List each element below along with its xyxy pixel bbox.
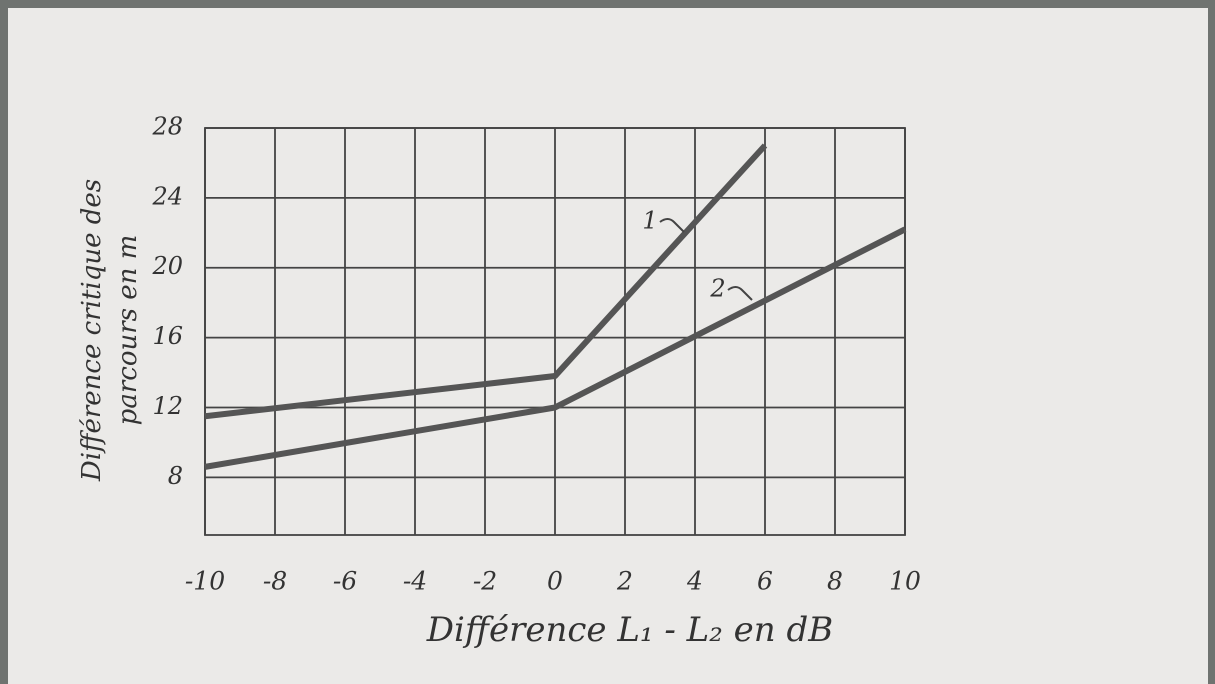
x-tick-label: -8 [263, 567, 287, 596]
x-tick-label: -10 [185, 567, 225, 596]
page: Différence critique des parcours en m Di… [0, 0, 1215, 684]
y-tick-label: 16 [152, 322, 183, 350]
series-label: 2 [709, 275, 725, 303]
x-tick-label: 8 [827, 567, 843, 596]
x-tick-label: -2 [473, 567, 497, 596]
x-tick-label: 6 [757, 567, 773, 596]
y-tick-label: 28 [151, 113, 183, 141]
y-label-line: parcours en m [113, 235, 143, 426]
series-label: 1 [642, 207, 657, 235]
y-tick-label: 20 [151, 252, 183, 280]
y-tick-label: 8 [168, 462, 183, 490]
y-tick-label: 12 [152, 392, 183, 420]
x-tick-label: 4 [686, 567, 703, 596]
y-tick-label: 24 [151, 182, 183, 210]
x-tick-label: -6 [333, 567, 357, 596]
x-tick-label: 0 [547, 567, 563, 596]
x-axis-label: Différence L₁ - L₂ en dB [426, 610, 834, 650]
x-tick-label: 2 [616, 567, 633, 596]
x-tick-label: -4 [403, 567, 427, 596]
y-label-line: Différence critique des [77, 179, 107, 482]
x-tick-label: 10 [889, 567, 921, 596]
chart: Différence critique des parcours en m Di… [0, 0, 1215, 684]
